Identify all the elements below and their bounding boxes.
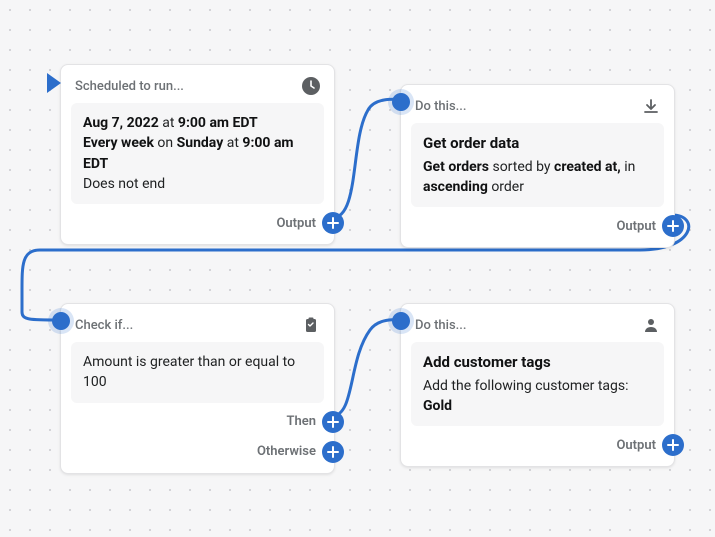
desc-in: in bbox=[624, 159, 635, 175]
desc-field: created at, bbox=[554, 159, 621, 175]
action-body: Add customer tags Add the following cust… bbox=[411, 342, 664, 426]
input-port[interactable] bbox=[392, 93, 410, 111]
add-customer-tags-node[interactable]: Do this... Add customer tags Add the fol… bbox=[400, 303, 675, 467]
node-header: Do this... bbox=[411, 314, 664, 342]
desc-prefix: Get orders bbox=[423, 159, 489, 175]
output-label: Output bbox=[276, 216, 316, 231]
clipboard-icon bbox=[302, 316, 320, 334]
node-header: Scheduled to run... bbox=[71, 75, 324, 103]
trigger-node[interactable]: Scheduled to run... Aug 7, 2022 at 9:00 … bbox=[60, 64, 335, 245]
node-title: Check if... bbox=[75, 318, 133, 333]
action-title: Add customer tags bbox=[423, 352, 652, 374]
start-marker-icon bbox=[47, 73, 61, 93]
tag-value: Gold bbox=[423, 398, 452, 414]
then-label: Then bbox=[286, 414, 316, 429]
text-on: on bbox=[157, 135, 173, 151]
trigger-schedule-box: Aug 7, 2022 at 9:00 am EDT Every week on… bbox=[71, 103, 324, 204]
condition-body: Amount is greater than or equal to 100 bbox=[71, 342, 324, 403]
add-output-button[interactable] bbox=[322, 212, 344, 234]
desc-suffix: order bbox=[491, 179, 524, 195]
clock-icon bbox=[302, 77, 320, 95]
schedule-end-text: Does not end bbox=[83, 174, 312, 194]
then-row: Then bbox=[71, 411, 344, 433]
condition-text: Amount is greater than or equal to 100 bbox=[83, 352, 312, 393]
action-title: Get order data bbox=[423, 133, 652, 155]
input-port[interactable] bbox=[52, 312, 70, 330]
schedule-repeat-day: Sunday bbox=[177, 135, 224, 151]
node-footer: Output bbox=[71, 212, 344, 234]
desc-order: ascending bbox=[423, 179, 488, 195]
action-body: Get order data Get orders sorted by crea… bbox=[411, 123, 664, 207]
user-icon bbox=[642, 316, 660, 334]
desc-mid: sorted by bbox=[492, 159, 550, 175]
node-title: Scheduled to run... bbox=[75, 79, 184, 94]
text-at: at bbox=[162, 115, 174, 131]
node-footer: Output bbox=[411, 215, 684, 237]
condition-node[interactable]: Check if... Amount is greater than or eq… bbox=[60, 303, 335, 474]
schedule-repeat-label: Every week bbox=[83, 135, 154, 151]
workflow-canvas: Scheduled to run... Aug 7, 2022 at 9:00 … bbox=[0, 0, 715, 537]
node-title: Do this... bbox=[415, 99, 467, 114]
node-title: Do this... bbox=[415, 318, 467, 333]
text-at2: at bbox=[227, 135, 239, 151]
node-footer: Output bbox=[411, 434, 684, 456]
schedule-start-date: Aug 7, 2022 bbox=[83, 115, 159, 131]
input-port[interactable] bbox=[392, 312, 410, 330]
schedule-start-time: 9:00 am EDT bbox=[178, 115, 258, 131]
otherwise-label: Otherwise bbox=[257, 444, 316, 459]
output-label: Output bbox=[616, 219, 656, 234]
add-otherwise-button[interactable] bbox=[322, 441, 344, 463]
add-output-button[interactable] bbox=[662, 434, 684, 456]
download-icon bbox=[642, 97, 660, 115]
output-label: Output bbox=[616, 438, 656, 453]
add-output-button[interactable] bbox=[662, 215, 684, 237]
node-header: Check if... bbox=[71, 314, 324, 342]
otherwise-row: Otherwise bbox=[71, 441, 344, 463]
add-then-button[interactable] bbox=[322, 411, 344, 433]
node-header: Do this... bbox=[411, 95, 664, 123]
action-desc: Add the following customer tags: bbox=[423, 376, 652, 396]
get-order-data-node[interactable]: Do this... Get order data Get orders sor… bbox=[400, 84, 675, 248]
